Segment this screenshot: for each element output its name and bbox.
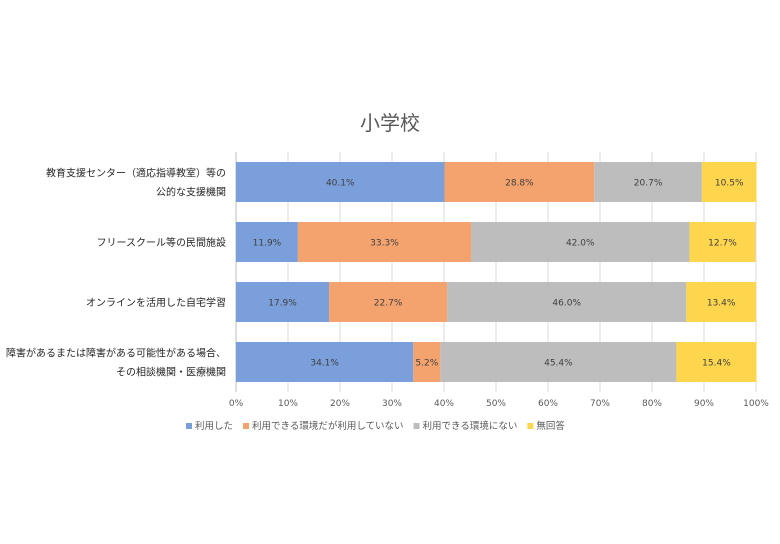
data-label: 12.7% xyxy=(708,239,737,249)
bar-segment xyxy=(329,282,448,322)
data-label: 5.2% xyxy=(415,359,438,369)
legend-label: 利用した xyxy=(195,420,233,432)
bar-segment xyxy=(447,282,687,322)
legend-label: 利用できる環境にない xyxy=(423,420,518,432)
category-label: 障害があるまたは障害がある可能性がある場合、 xyxy=(6,347,226,360)
bar-segment xyxy=(236,282,330,322)
x-tick-label: 50% xyxy=(486,399,506,409)
data-label: 17.9% xyxy=(268,299,297,309)
data-label: 22.7% xyxy=(374,299,403,309)
x-tick-label: 60% xyxy=(538,399,558,409)
data-label: 40.1% xyxy=(326,179,355,189)
bar-segment xyxy=(440,342,677,382)
bar-segment xyxy=(471,222,690,262)
legend-swatch xyxy=(243,423,250,429)
bar-segment xyxy=(236,342,414,382)
data-label: 15.4% xyxy=(702,359,731,369)
legend-label: 無回答 xyxy=(536,420,565,432)
bar-segment xyxy=(444,162,595,202)
x-tick-label: 10% xyxy=(278,399,298,409)
category-label: 公的な支援機関 xyxy=(156,186,226,199)
bar-segment xyxy=(297,222,472,262)
bar-segment xyxy=(676,342,757,382)
data-label: 46.0% xyxy=(552,299,581,309)
x-tick-label: 70% xyxy=(590,399,610,409)
legend-label: 利用できる環境だが利用していない xyxy=(252,420,404,432)
data-label: 33.3% xyxy=(370,239,399,249)
category-label: その相談機関・医療機関 xyxy=(116,366,226,379)
x-tick-label: 90% xyxy=(694,399,714,409)
data-label: 11.9% xyxy=(253,239,282,249)
x-tick-label: 20% xyxy=(330,399,350,409)
data-label: 10.5% xyxy=(715,179,744,189)
bar-segment xyxy=(236,222,298,262)
category-label: オンラインを活用した自宅学習 xyxy=(86,296,226,309)
data-label: 42.0% xyxy=(566,239,595,249)
data-label: 13.4% xyxy=(707,299,736,309)
bar-segment xyxy=(594,162,702,202)
legend-swatch xyxy=(186,423,192,429)
x-tick-label: 40% xyxy=(434,399,454,409)
legend-swatch xyxy=(413,423,420,429)
x-tick-label: 80% xyxy=(642,399,662,409)
x-tick-label: 30% xyxy=(382,399,402,409)
data-label: 20.7% xyxy=(634,179,663,189)
x-tick-label: 0% xyxy=(229,399,244,409)
bar-segment xyxy=(413,342,441,382)
bar-segment xyxy=(701,162,757,202)
chart-title: 小学校 xyxy=(360,111,420,135)
bar-segment xyxy=(236,162,445,202)
data-label: 45.4% xyxy=(544,359,573,369)
data-label: 34.1% xyxy=(310,359,339,369)
x-tick-label: 100% xyxy=(743,399,769,409)
data-label: 28.8% xyxy=(505,179,534,189)
category-label: 教育支援センター（適応指導教室）等の xyxy=(46,167,226,180)
legend-swatch xyxy=(527,423,534,429)
category-label: フリースクール等の民間施設 xyxy=(97,236,227,249)
bar-segment xyxy=(689,222,756,262)
bar-segment xyxy=(686,282,756,322)
